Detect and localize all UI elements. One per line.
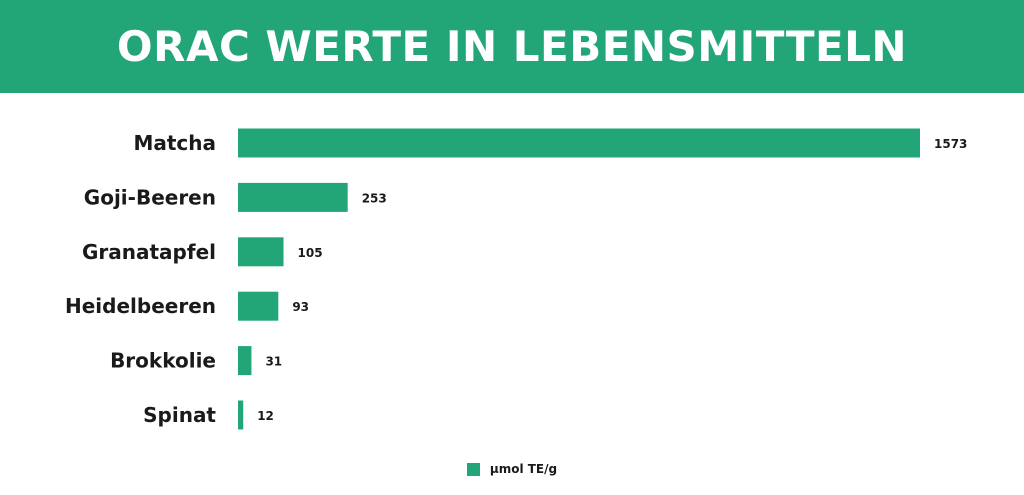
value-label: 1573 xyxy=(934,137,967,151)
chart-title: ORAC WERTE IN LEBENSMITTELN xyxy=(116,22,908,71)
bar xyxy=(238,128,920,158)
category-label: Matcha xyxy=(133,131,216,155)
category-label: Heidelbeeren xyxy=(65,294,216,318)
category-label: Brokkolie xyxy=(110,349,216,373)
category-label: Goji-Beeren xyxy=(84,185,216,209)
value-label: 12 xyxy=(257,409,274,423)
bar xyxy=(238,400,244,430)
legend: µmol TE/g xyxy=(0,462,1024,476)
bar xyxy=(238,237,284,267)
legend-label: µmol TE/g xyxy=(489,462,558,476)
bar xyxy=(238,291,279,321)
value-label: 253 xyxy=(362,191,387,205)
bar xyxy=(238,346,252,376)
category-label: Granatapfel xyxy=(82,240,216,264)
title-banner: ORAC WERTE IN LEBENSMITTELN xyxy=(0,0,1024,93)
bar xyxy=(238,182,348,212)
value-label: 31 xyxy=(265,355,282,369)
value-label: 105 xyxy=(298,246,323,260)
bar-chart: Matcha 1573 Goji-Beeren 253 Granatapfel 105 He… xyxy=(65,128,967,430)
value-label: 93 xyxy=(292,300,309,314)
legend-swatch xyxy=(466,462,480,476)
category-label: Spinat xyxy=(143,403,216,427)
